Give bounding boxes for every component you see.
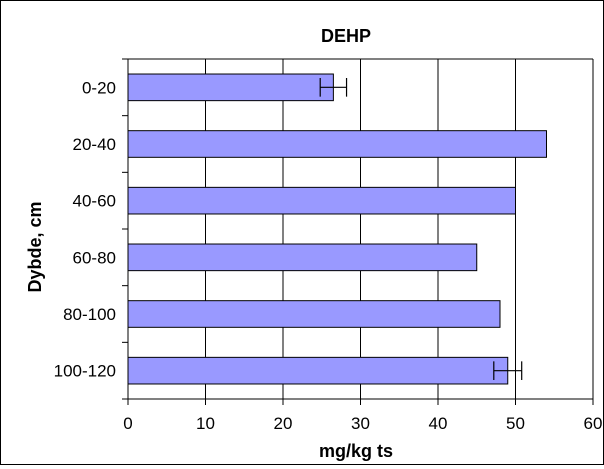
bar bbox=[127, 186, 516, 215]
x-tick-label: 60 bbox=[584, 414, 603, 433]
y-tick-label: 40-60 bbox=[73, 192, 116, 211]
bar bbox=[127, 300, 501, 328]
x-tick-label: 20 bbox=[274, 414, 293, 433]
y-tick-label: 0-20 bbox=[82, 78, 116, 97]
y-tick-label: 60-80 bbox=[73, 248, 116, 267]
chart-title: DEHP bbox=[321, 26, 371, 46]
bar bbox=[127, 73, 334, 102]
x-tick-label: 50 bbox=[506, 414, 525, 433]
bar bbox=[127, 356, 509, 385]
plot-area: 0 10 20 30 40 50 60 0-20 20-40 40-60 60-80 80-100 10… bbox=[54, 58, 603, 433]
y-tick-label: 100-120 bbox=[54, 362, 116, 381]
x-axis-label: mg/kg ts bbox=[319, 441, 393, 461]
y-tick-label: 20-40 bbox=[73, 135, 116, 154]
y-tick-label: 80-100 bbox=[63, 305, 116, 324]
x-tick-label: 40 bbox=[429, 414, 448, 433]
y-axis-label: Dybde, cm bbox=[25, 201, 45, 292]
x-tick-label: 0 bbox=[123, 414, 132, 433]
bar bbox=[127, 130, 547, 158]
bar bbox=[127, 243, 478, 272]
x-tick-label: 30 bbox=[351, 414, 370, 433]
x-tick-label: 10 bbox=[196, 414, 215, 433]
